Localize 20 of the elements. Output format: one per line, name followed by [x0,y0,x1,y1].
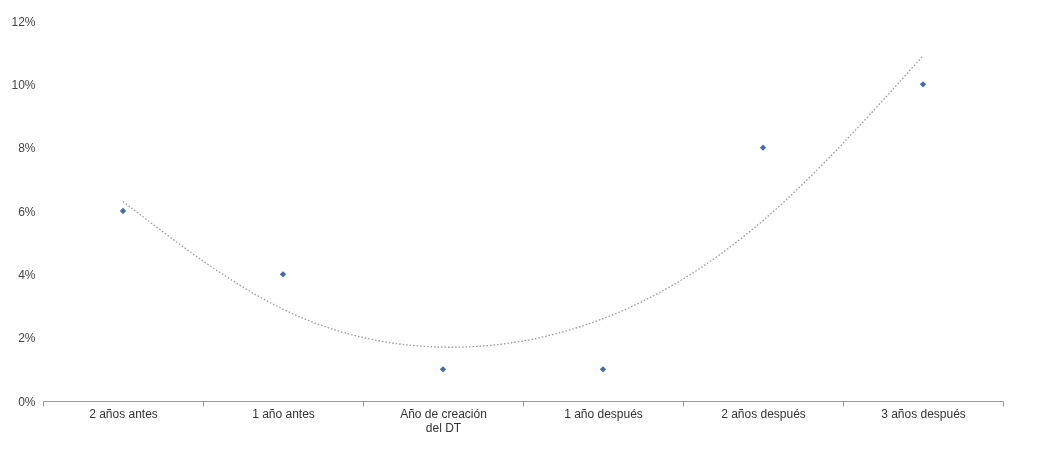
x-tick-label: 2 años antes [89,406,158,421]
point [439,366,447,373]
point [599,366,607,373]
x-tick-label: 1 año después [564,406,643,421]
x-tick-label: 1 año antes [252,406,315,421]
x-tick-label: 3 años después [881,406,966,421]
y-tick-label: 0% [18,394,36,409]
y-tick-label: 6% [18,204,36,219]
point [119,207,127,215]
y-tick-label: 10% [11,77,36,92]
point [279,271,287,278]
y-tick-label: 2% [18,331,36,346]
line-series [122,55,924,348]
point [919,81,927,88]
y-tick-label: 12% [11,14,36,29]
y-tick-label: 4% [18,267,36,282]
x-tick-label: 2 años después [721,406,806,421]
x-tick-label: Año de creación del DT [400,406,487,435]
y-tick-label: 8% [18,141,36,156]
point [759,144,767,151]
